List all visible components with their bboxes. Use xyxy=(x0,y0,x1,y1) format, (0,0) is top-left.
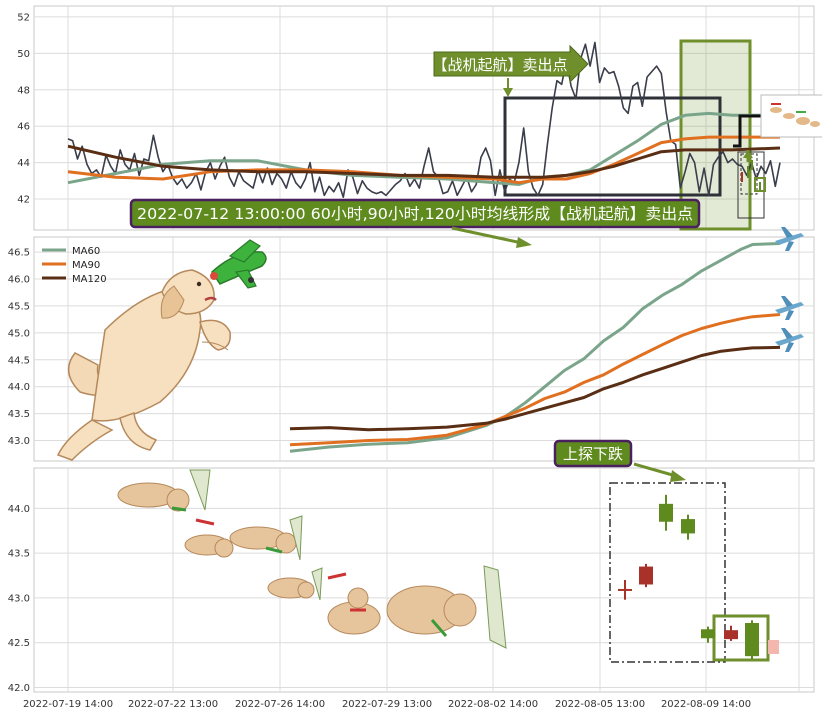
signal-callout: 2022-07-12 13:00:00 60小时,90小时,120小时均线形成【… xyxy=(129,198,701,248)
y-tick-label: 43.5 xyxy=(8,549,30,560)
y-tick-label: 42 xyxy=(17,195,30,206)
series-ma60 xyxy=(289,242,781,453)
candle-body xyxy=(681,519,695,534)
series-price xyxy=(67,41,781,198)
airplane-icon xyxy=(775,227,804,251)
flying-dog xyxy=(386,565,507,649)
y-tick-label: 43.0 xyxy=(8,593,30,604)
candle-body xyxy=(745,623,759,657)
y-tick-label: 42.5 xyxy=(8,638,30,649)
candle-body xyxy=(639,566,653,585)
series-ma90 xyxy=(289,313,781,447)
x-tick-labels: 2022-07-19 14:00 2022-07-22 13:00 2022-07-… xyxy=(23,699,751,710)
y-tick-label: 42.0 xyxy=(8,683,30,694)
pattern-box xyxy=(609,482,726,663)
signal-label: 2022-07-12 13:00:00 60小时,90小时,120小时均线形成【… xyxy=(137,205,693,223)
y-tick-label: 44.0 xyxy=(8,382,30,393)
y-tick-label: 50 xyxy=(17,49,30,60)
airplane-icons xyxy=(775,227,804,352)
candle-body xyxy=(724,630,738,640)
dog-plane-thumbnail xyxy=(760,94,822,138)
y-tick-label: 46.0 xyxy=(8,275,30,286)
y-tick-label: 44.0 xyxy=(8,504,30,515)
ma-legend: MA60 MA90 MA120 xyxy=(42,246,107,285)
x-tick-label: 2022-08-05 13:00 xyxy=(555,699,645,710)
legend-ma90: MA90 xyxy=(72,260,100,271)
y-tick-label: 52 xyxy=(17,12,30,23)
flying-dog xyxy=(184,518,234,558)
legend-ma60: MA60 xyxy=(72,246,100,257)
flying-dogs-illustration xyxy=(117,469,507,649)
candle-body xyxy=(701,629,715,639)
x-tick-label: 2022-07-26 14:00 xyxy=(235,699,325,710)
jumping-dog-illustration xyxy=(56,239,267,461)
y-tick-label: 43.5 xyxy=(8,409,30,420)
x-tick-label: 2022-07-29 13:00 xyxy=(342,699,432,710)
ghost-candle xyxy=(768,640,779,654)
candle-body xyxy=(659,503,673,522)
price-panel-frame xyxy=(33,5,815,231)
y-tick-label: 45.5 xyxy=(8,301,30,312)
y-tick-label: 44.5 xyxy=(8,355,30,366)
y-tick-label: 44 xyxy=(17,158,30,169)
flying-dog xyxy=(327,572,381,635)
consolidation-box xyxy=(503,96,722,197)
series-ma120 xyxy=(67,144,781,179)
x-tick-label: 2022-08-02 14:00 xyxy=(448,699,538,710)
flying-dog xyxy=(267,567,323,601)
flying-dog xyxy=(229,515,303,561)
x-tick-label: 2022-07-22 13:00 xyxy=(128,699,218,710)
flying-dog xyxy=(117,469,211,512)
y-tick-label: 48 xyxy=(17,85,30,96)
airplane-icon xyxy=(775,328,804,352)
arrow-label: 【战机起航】卖出点 xyxy=(432,56,567,74)
toy-plane-icon xyxy=(210,239,267,289)
x-tick-label: 2022-07-19 14:00 xyxy=(23,699,113,710)
y-tick-label: 43.0 xyxy=(8,436,30,447)
y-tick-label: 46.5 xyxy=(8,248,30,259)
x-tick-label: 2022-08-09 14:00 xyxy=(661,699,751,710)
price-panel-lines xyxy=(67,41,781,198)
pattern-label: 上探下跌 xyxy=(563,445,623,463)
legend-ma120: MA120 xyxy=(72,274,107,285)
mini-candles xyxy=(737,150,766,219)
candles-group xyxy=(618,494,759,659)
y-tick-label: 45.0 xyxy=(8,328,30,339)
price-step-line xyxy=(733,114,762,148)
candle-body xyxy=(618,588,632,591)
y-tick-labels: 42 44 46 48 50 52 43.0 43.5 44.0 44.5 45.0 45.5 46.0… xyxy=(8,12,30,694)
airplane-icon xyxy=(775,296,804,320)
series-ma120 xyxy=(289,345,781,432)
pattern-callout: 上探下跌 xyxy=(553,439,686,482)
ma-panel-lines xyxy=(289,242,781,453)
y-tick-label: 46 xyxy=(17,122,30,133)
sell-point-arrow-callout: 【战机起航】卖出点 xyxy=(432,44,589,97)
